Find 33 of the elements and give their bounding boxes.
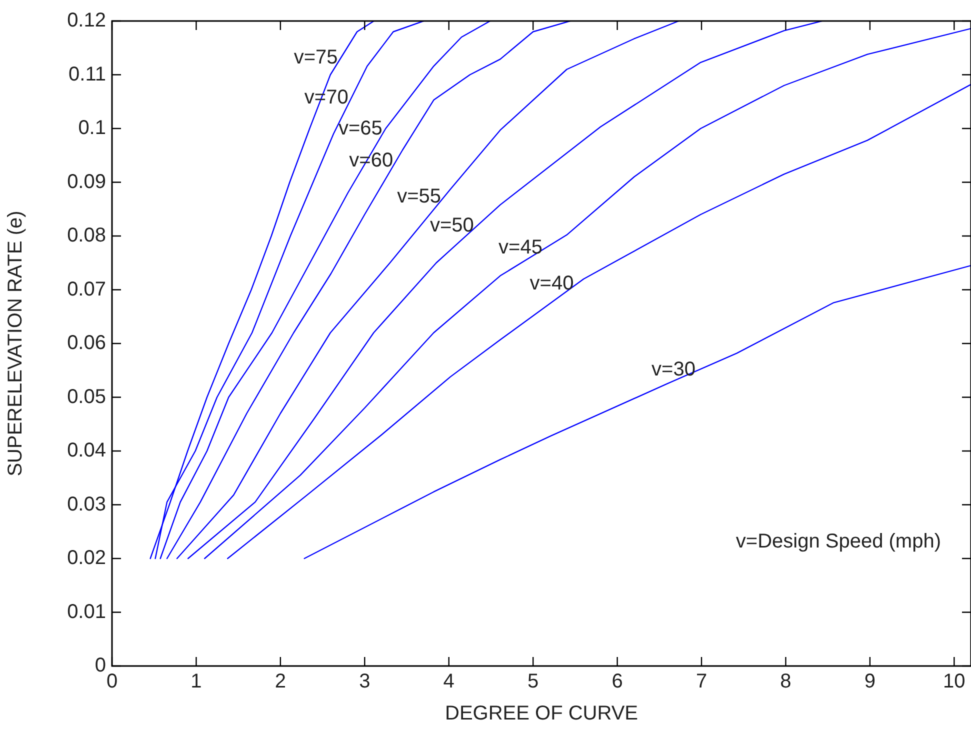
x-tick-label: 2: [274, 670, 286, 693]
x-tick-label: 9: [864, 670, 876, 693]
x-tick-label: 8: [780, 670, 792, 693]
x-tick-label: 1: [190, 670, 202, 693]
y-tick-label: 0.03: [67, 493, 106, 516]
x-tick-label: 5: [528, 670, 539, 693]
series-label: v=45: [498, 236, 542, 259]
y-tick-label: 0.1: [78, 117, 106, 140]
x-tick-label: 6: [612, 670, 623, 693]
y-tick-label: 0.07: [67, 278, 106, 300]
annotation: v=Design Speed (mph): [736, 530, 941, 553]
y-tick-label: 0.05: [67, 386, 106, 408]
series-label: v=65: [338, 118, 382, 140]
y-tick-label: 0.01: [67, 600, 106, 623]
series-label: v=50: [430, 214, 474, 237]
x-tick-label: 4: [443, 670, 454, 693]
y-tick-label: 0.02: [67, 547, 106, 570]
series-label: v=55: [397, 186, 442, 208]
y-tick-label: 0.11: [68, 63, 106, 86]
y-tick-label: 0.08: [67, 224, 106, 247]
y-tick-label: 0.12: [67, 10, 106, 32]
y-tick-label: 0.06: [67, 332, 106, 354]
x-tick-label: 10: [943, 670, 966, 693]
x-tick-label: 7: [696, 670, 708, 693]
x-tick-label: 3: [359, 670, 370, 693]
x-axis-title: DEGREE OF CURVE: [445, 702, 638, 725]
y-tick-label: 0.04: [67, 440, 106, 462]
series-label: v=75: [294, 46, 338, 69]
y-axis-title: SUPERELEVATION RATE (e): [4, 210, 27, 476]
y-tick-label: 0.09: [67, 170, 106, 193]
series-label: v=40: [530, 272, 574, 295]
y-tick-label: 0: [94, 654, 106, 677]
series-label: v=30: [652, 358, 696, 381]
